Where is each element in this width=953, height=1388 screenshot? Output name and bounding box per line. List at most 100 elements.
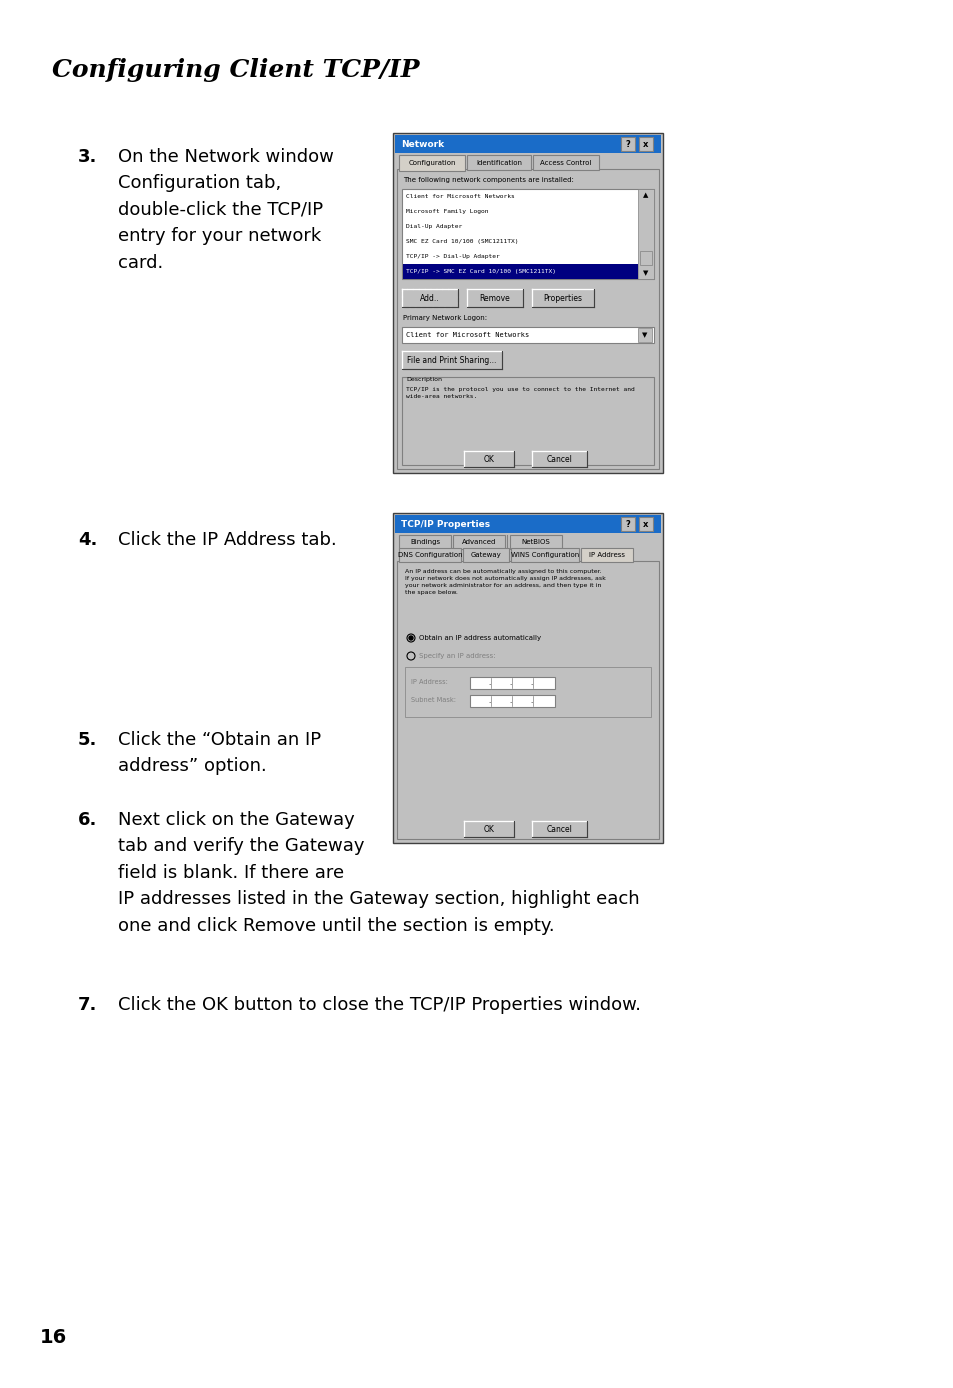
Text: TCP/IP is the protocol you use to connect to the Internet and
wide-area networks: TCP/IP is the protocol you use to connec… (406, 387, 634, 398)
Text: File and Print Sharing...: File and Print Sharing... (407, 355, 497, 365)
FancyBboxPatch shape (620, 516, 635, 532)
Text: Click the “Obtain an IP
address” option.: Click the “Obtain an IP address” option. (118, 731, 321, 776)
Text: Advanced: Advanced (461, 539, 496, 545)
FancyBboxPatch shape (395, 515, 660, 533)
Text: Gateway: Gateway (470, 552, 501, 558)
FancyBboxPatch shape (401, 189, 654, 279)
Text: .: . (530, 698, 532, 704)
FancyBboxPatch shape (393, 514, 662, 843)
Circle shape (409, 636, 413, 640)
Text: Cancel: Cancel (546, 454, 572, 464)
Text: Subnet Mask:: Subnet Mask: (411, 697, 456, 702)
FancyBboxPatch shape (402, 264, 638, 279)
Text: NetBIOS: NetBIOS (521, 539, 550, 545)
FancyBboxPatch shape (401, 289, 457, 307)
Text: ▼: ▼ (641, 332, 647, 339)
FancyBboxPatch shape (463, 451, 514, 466)
Text: ▼: ▼ (642, 271, 648, 276)
Text: Access Control: Access Control (539, 160, 591, 165)
FancyBboxPatch shape (470, 677, 555, 688)
Text: 6.: 6. (78, 811, 97, 829)
FancyBboxPatch shape (638, 328, 651, 341)
Text: On the Network window
Configuration tab,
double-click the TCP/IP
entry for your : On the Network window Configuration tab,… (118, 149, 334, 272)
FancyBboxPatch shape (511, 548, 578, 562)
Text: ▲: ▲ (642, 192, 648, 198)
FancyBboxPatch shape (462, 548, 509, 562)
Text: Click the OK button to close the TCP/IP Properties window.: Click the OK button to close the TCP/IP … (118, 997, 640, 1015)
Text: DNS Configuration: DNS Configuration (397, 552, 462, 558)
FancyBboxPatch shape (467, 155, 531, 169)
FancyBboxPatch shape (532, 451, 586, 466)
FancyBboxPatch shape (639, 137, 652, 151)
Text: .: . (530, 680, 532, 686)
Text: WINS Configuration: WINS Configuration (511, 552, 578, 558)
Text: .: . (488, 680, 490, 686)
FancyBboxPatch shape (467, 289, 522, 307)
Text: Properties: Properties (543, 293, 582, 303)
Text: Network: Network (400, 140, 444, 149)
Text: ?: ? (625, 519, 630, 529)
Text: Bindings: Bindings (410, 539, 439, 545)
FancyBboxPatch shape (398, 155, 464, 171)
Text: IP Address:: IP Address: (411, 679, 447, 686)
Text: The following network components are installed:: The following network components are ins… (402, 178, 574, 183)
Text: Dial-Up Adapter: Dial-Up Adapter (406, 223, 462, 229)
Text: Client for Microsoft Networks: Client for Microsoft Networks (406, 194, 515, 198)
Text: Add..: Add.. (419, 293, 439, 303)
FancyBboxPatch shape (463, 820, 514, 837)
Text: 16: 16 (40, 1328, 67, 1346)
Text: Next click on the Gateway
tab and verify the Gateway
field is blank. If there ar: Next click on the Gateway tab and verify… (118, 811, 639, 934)
Text: 5.: 5. (78, 731, 97, 750)
Text: TCP/IP -> SMC EZ Card 10/100 (SMC1211TX): TCP/IP -> SMC EZ Card 10/100 (SMC1211TX) (406, 269, 556, 273)
Text: OK: OK (483, 454, 494, 464)
Text: OK: OK (483, 824, 494, 834)
Text: TCP/IP Properties: TCP/IP Properties (400, 519, 490, 529)
Text: 7.: 7. (78, 997, 97, 1015)
FancyBboxPatch shape (398, 534, 451, 550)
Text: Configuring Client TCP/IP: Configuring Client TCP/IP (52, 58, 419, 82)
FancyBboxPatch shape (639, 251, 651, 265)
Text: 3.: 3. (78, 149, 97, 167)
Text: .: . (488, 698, 490, 704)
FancyBboxPatch shape (401, 328, 654, 343)
FancyBboxPatch shape (532, 820, 586, 837)
Text: Click the IP Address tab.: Click the IP Address tab. (118, 532, 336, 550)
FancyBboxPatch shape (405, 668, 650, 718)
Text: Obtain an IP address automatically: Obtain an IP address automatically (418, 634, 540, 641)
FancyBboxPatch shape (639, 516, 652, 532)
Text: SMC EZ Card 10/100 (SMC1211TX): SMC EZ Card 10/100 (SMC1211TX) (406, 239, 518, 244)
FancyBboxPatch shape (580, 548, 633, 562)
Text: x: x (642, 519, 648, 529)
Text: x: x (642, 140, 648, 149)
Text: Specify an IP address:: Specify an IP address: (418, 652, 496, 659)
Text: Microsoft Family Logon: Microsoft Family Logon (406, 210, 488, 214)
FancyBboxPatch shape (510, 534, 561, 550)
Text: Primary Network Logon:: Primary Network Logon: (402, 315, 487, 321)
Text: .: . (509, 680, 511, 686)
FancyBboxPatch shape (398, 548, 460, 562)
Text: .: . (509, 698, 511, 704)
Text: TCP/IP -> Dial-Up Adapter: TCP/IP -> Dial-Up Adapter (406, 254, 499, 260)
FancyBboxPatch shape (470, 695, 555, 706)
Text: ?: ? (625, 140, 630, 149)
Text: Client for Microsoft Networks: Client for Microsoft Networks (406, 332, 529, 339)
Text: An IP address can be automatically assigned to this computer.
If your network do: An IP address can be automatically assig… (405, 569, 605, 595)
Text: Cancel: Cancel (546, 824, 572, 834)
FancyBboxPatch shape (396, 561, 659, 838)
FancyBboxPatch shape (401, 378, 654, 465)
FancyBboxPatch shape (401, 351, 501, 369)
Text: Configuration: Configuration (408, 160, 456, 167)
Text: Remove: Remove (479, 293, 510, 303)
FancyBboxPatch shape (396, 169, 659, 469)
FancyBboxPatch shape (620, 137, 635, 151)
Text: 4.: 4. (78, 532, 97, 550)
FancyBboxPatch shape (638, 189, 654, 279)
Text: Description: Description (406, 378, 441, 382)
FancyBboxPatch shape (533, 155, 598, 169)
Text: Identification: Identification (476, 160, 521, 165)
Text: IP Address: IP Address (588, 552, 624, 558)
FancyBboxPatch shape (532, 289, 594, 307)
FancyBboxPatch shape (393, 133, 662, 473)
FancyBboxPatch shape (395, 135, 660, 153)
FancyBboxPatch shape (453, 534, 504, 550)
